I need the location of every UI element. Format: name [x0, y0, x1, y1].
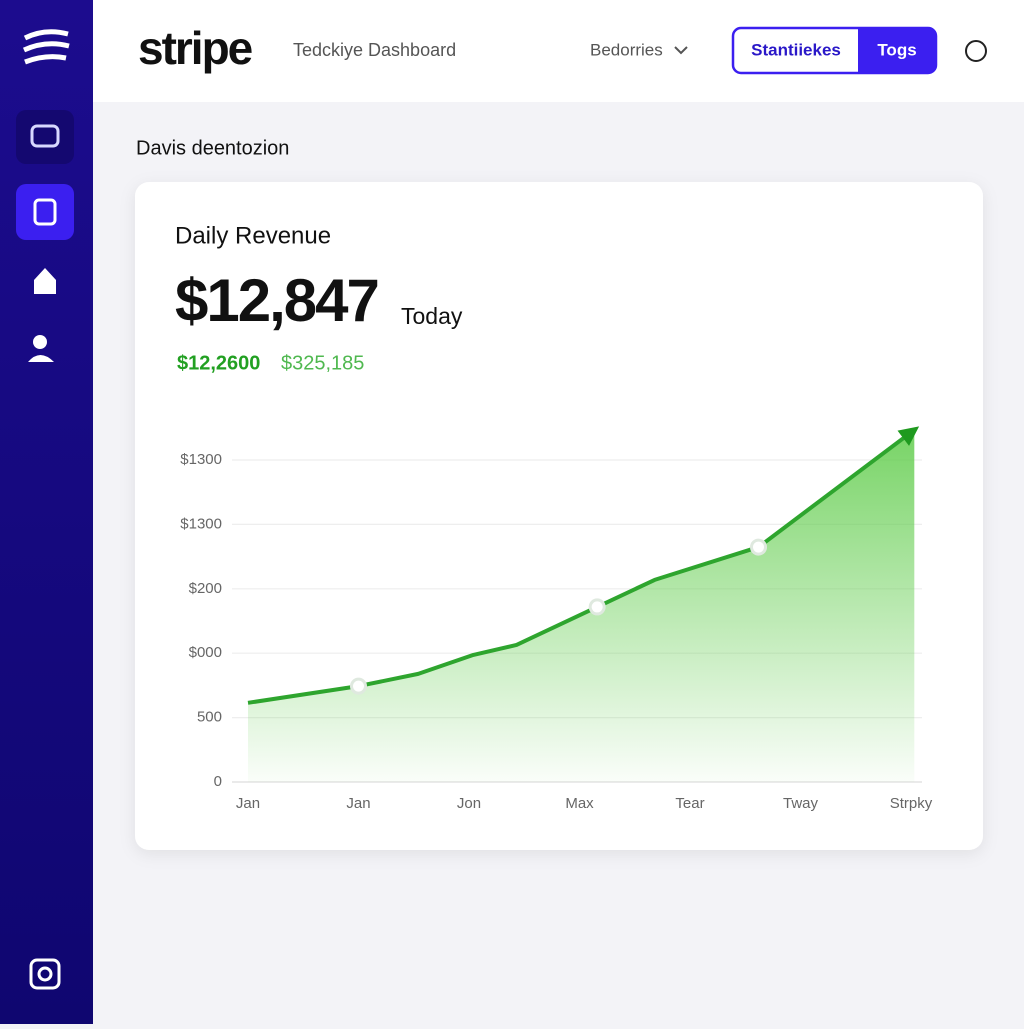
x-tick-label: Jon [457, 795, 481, 812]
y-tick-label: 500 [197, 709, 222, 726]
sub-value: $12,2600 [177, 352, 260, 374]
area-fill [248, 429, 915, 782]
nav-icon [37, 966, 53, 982]
logo: stripe [138, 22, 253, 74]
sidebar-logo [22, 29, 70, 65]
y-tick-label: $000 [189, 644, 222, 661]
y-tick-label: $200 [189, 580, 222, 597]
arrow-head [897, 426, 920, 446]
point-marker [588, 598, 606, 616]
x-tick-label: Jan [236, 795, 260, 812]
nav-icon [30, 124, 60, 148]
header-title: Tedckiye Dashboard [293, 40, 456, 60]
nav-icon [33, 198, 57, 226]
amount-note: Today [401, 303, 463, 329]
card-title: Daily Revenue [175, 222, 331, 249]
tab[interactable]: Togs [877, 40, 916, 59]
nav-item[interactable] [16, 110, 74, 164]
x-tick-label: Tway [783, 795, 819, 812]
menu-caret [674, 46, 688, 55]
x-tick-label: Max [565, 795, 594, 812]
chart: 0 500 $000 $200 $1300 $1300 Jan Jan Jon Max Tear Tw… [180, 426, 933, 812]
y-tick-label: 0 [214, 773, 222, 790]
y-tick-label: $1300 [180, 451, 222, 468]
nav-settings[interactable] [29, 958, 61, 990]
menu[interactable]: Bedorries [590, 40, 663, 59]
point-marker [750, 538, 768, 556]
x-tick-label: Strpky [890, 795, 933, 812]
tab[interactable]: Stantiiekes [751, 40, 841, 59]
amount: $12,847 [175, 267, 378, 334]
sidebar [0, 0, 93, 1024]
x-tick-label: Tear [675, 795, 704, 812]
nav-icon[interactable] [34, 268, 56, 294]
section-title: Davis deentozion [136, 137, 289, 159]
nav-icon[interactable] [33, 335, 47, 349]
nav-item-active[interactable] [16, 184, 74, 240]
y-tick-label: $1300 [180, 515, 222, 532]
nav-icon [28, 355, 54, 362]
sub-value: $325,185 [281, 352, 364, 374]
x-tick-label: Jan [346, 795, 370, 812]
line [247, 428, 916, 705]
point-marker [350, 677, 367, 695]
tab-active[interactable] [858, 28, 936, 73]
avatar[interactable] [965, 40, 987, 62]
